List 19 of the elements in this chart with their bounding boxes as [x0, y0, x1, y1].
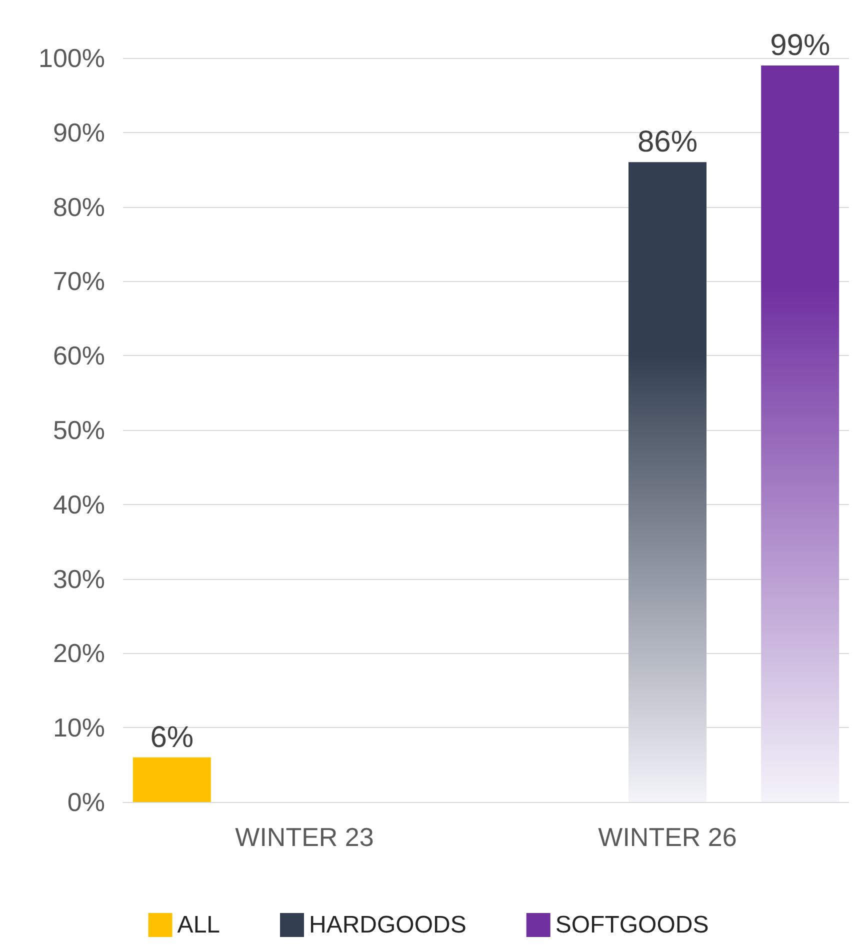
y-tick-label: 80% [52, 192, 105, 222]
y-tick-label: 70% [52, 266, 105, 296]
y-tick-label: 60% [52, 340, 105, 371]
x-tick-label: WINTER 26 [598, 822, 737, 852]
data-label: 6% [150, 720, 194, 754]
legend-label: HARDGOODS [309, 912, 466, 938]
y-tick-label: 20% [52, 638, 105, 668]
legend-label: ALL [177, 912, 220, 938]
legend-label: SOFTGOODS [555, 912, 709, 938]
y-tick-label: 50% [52, 415, 105, 445]
data-label: 99% [770, 28, 830, 62]
y-tick-label: 40% [52, 489, 105, 520]
y-tick-label: 90% [52, 117, 105, 148]
data-label: 86% [637, 126, 698, 159]
y-tick-label: 30% [52, 564, 105, 594]
x-tick-label: WINTER 23 [235, 822, 374, 852]
y-tick-label: 10% [52, 712, 105, 743]
y-tick-label: 100% [38, 43, 105, 73]
y-tick-label: 0% [67, 787, 105, 817]
